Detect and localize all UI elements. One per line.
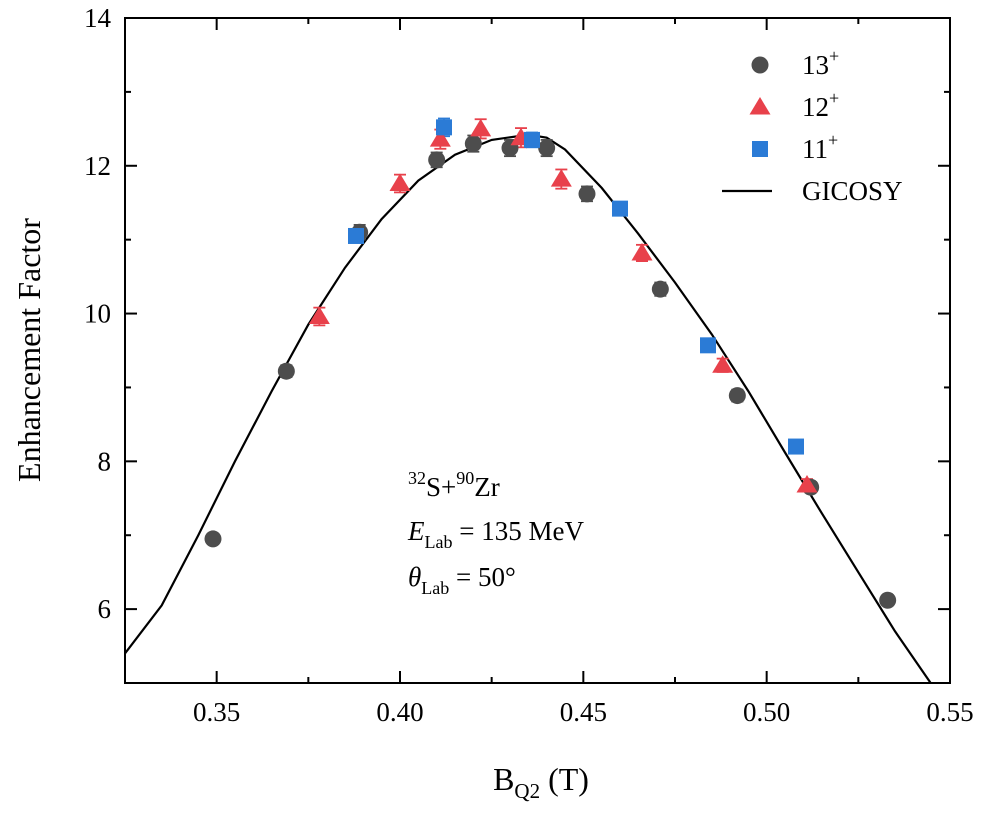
x-tick-label: 0.55	[926, 697, 973, 727]
legend-swatch-12	[749, 97, 771, 115]
annotation-angle: θLab = 50°	[408, 562, 516, 598]
legend-label-name: 13	[802, 50, 829, 80]
axes-layer: 0.35 0.40 0.45 0.50 0.55 6 8 10 12 14	[84, 3, 974, 727]
gicosy-curve	[125, 133, 933, 683]
annotation-energy-value: = 135 MeV	[452, 516, 584, 546]
x-axis-title-sub: Q2	[514, 779, 540, 803]
y-tick-label: 6	[98, 594, 112, 624]
legend-label: 12+	[802, 88, 839, 122]
legend-label-name: 12	[802, 92, 829, 122]
point-13plus-9	[728, 387, 746, 405]
point-13plus-1	[277, 362, 295, 380]
legend-swatch-13	[751, 56, 769, 74]
point-11plus-0	[348, 227, 364, 244]
legend-item-11: 11+	[752, 130, 838, 164]
legend: 13+12+11+GICOSY	[722, 46, 903, 206]
x-axis-title-unit: (T)	[540, 761, 589, 797]
point-13plus-0	[204, 530, 222, 548]
point-13plus-6	[538, 139, 556, 157]
x-tick-label: 0.45	[560, 697, 607, 727]
annotation-energy-var: E	[407, 516, 425, 546]
legend-label-name: 11	[802, 134, 828, 164]
annotation-s-plus: S+	[426, 472, 456, 502]
legend-label: 11+	[802, 130, 838, 164]
markers-layer	[204, 118, 897, 609]
legend-label: GICOSY	[802, 176, 903, 206]
point-12plus-5	[550, 169, 572, 187]
x-tick-label: 0.35	[193, 697, 240, 727]
x-tick-label: 0.40	[376, 697, 423, 727]
plot-frame	[124, 17, 951, 684]
point-12plus-0	[308, 306, 330, 325]
y-axis-title: Enhancement Factor	[11, 218, 47, 482]
legend-item-GICOSY: GICOSY	[722, 176, 903, 206]
annotation-energy: ELab = 135 MeV	[407, 516, 584, 552]
gicosy-curve-layer	[125, 133, 933, 683]
legend-label-sup: +	[829, 46, 839, 66]
annotation-energy-sub: Lab	[425, 532, 453, 552]
point-13plus-8	[651, 280, 669, 298]
annotation-sup-32: 32	[408, 468, 426, 488]
point-11plus-3	[612, 200, 628, 217]
point-13plus-4	[464, 135, 482, 153]
x-axis-title: BQ2 (T)	[493, 761, 589, 803]
annotation-reaction: 32S+90Zr	[408, 468, 500, 502]
y-tick-label: 14	[84, 3, 112, 33]
x-tick-label: 0.50	[743, 697, 790, 727]
y-tick-label: 10	[84, 299, 111, 329]
point-12plus-2	[429, 129, 451, 147]
point-11plus-4	[700, 337, 716, 354]
legend-label-name: GICOSY	[802, 176, 903, 206]
legend-label-sup: +	[828, 130, 838, 150]
annotation-angle-var: θ	[408, 562, 421, 592]
legend-label: 13+	[802, 46, 839, 80]
annotation-sup-90: 90	[456, 468, 474, 488]
point-12plus-7	[712, 355, 734, 373]
annotation-angle-value: = 50°	[449, 562, 516, 592]
annotation-zr: Zr	[474, 472, 499, 502]
annotation-angle-sub: Lab	[421, 578, 449, 598]
point-12plus-8	[796, 474, 818, 493]
point-13plus-11	[879, 591, 897, 609]
point-12plus-1	[389, 173, 411, 192]
reaction-annotation: 32S+90Zr ELab = 135 MeV θLab = 50°	[407, 468, 584, 598]
x-axis-title-main: B	[493, 761, 514, 797]
point-12plus-6	[631, 242, 653, 261]
legend-item-13: 13+	[751, 46, 839, 80]
legend-item-12: 12+	[749, 88, 839, 122]
y-tick-label: 12	[84, 151, 111, 181]
point-11plus-1	[436, 119, 452, 136]
point-11plus-5	[788, 438, 804, 455]
point-13plus-3	[428, 151, 446, 169]
point-12plus-3	[470, 118, 492, 137]
legend-swatch-11	[752, 141, 768, 157]
point-13plus-7	[578, 185, 596, 203]
y-tick-label: 8	[98, 446, 112, 476]
legend-label-sup: +	[829, 88, 839, 108]
point-11plus-2	[524, 131, 540, 148]
